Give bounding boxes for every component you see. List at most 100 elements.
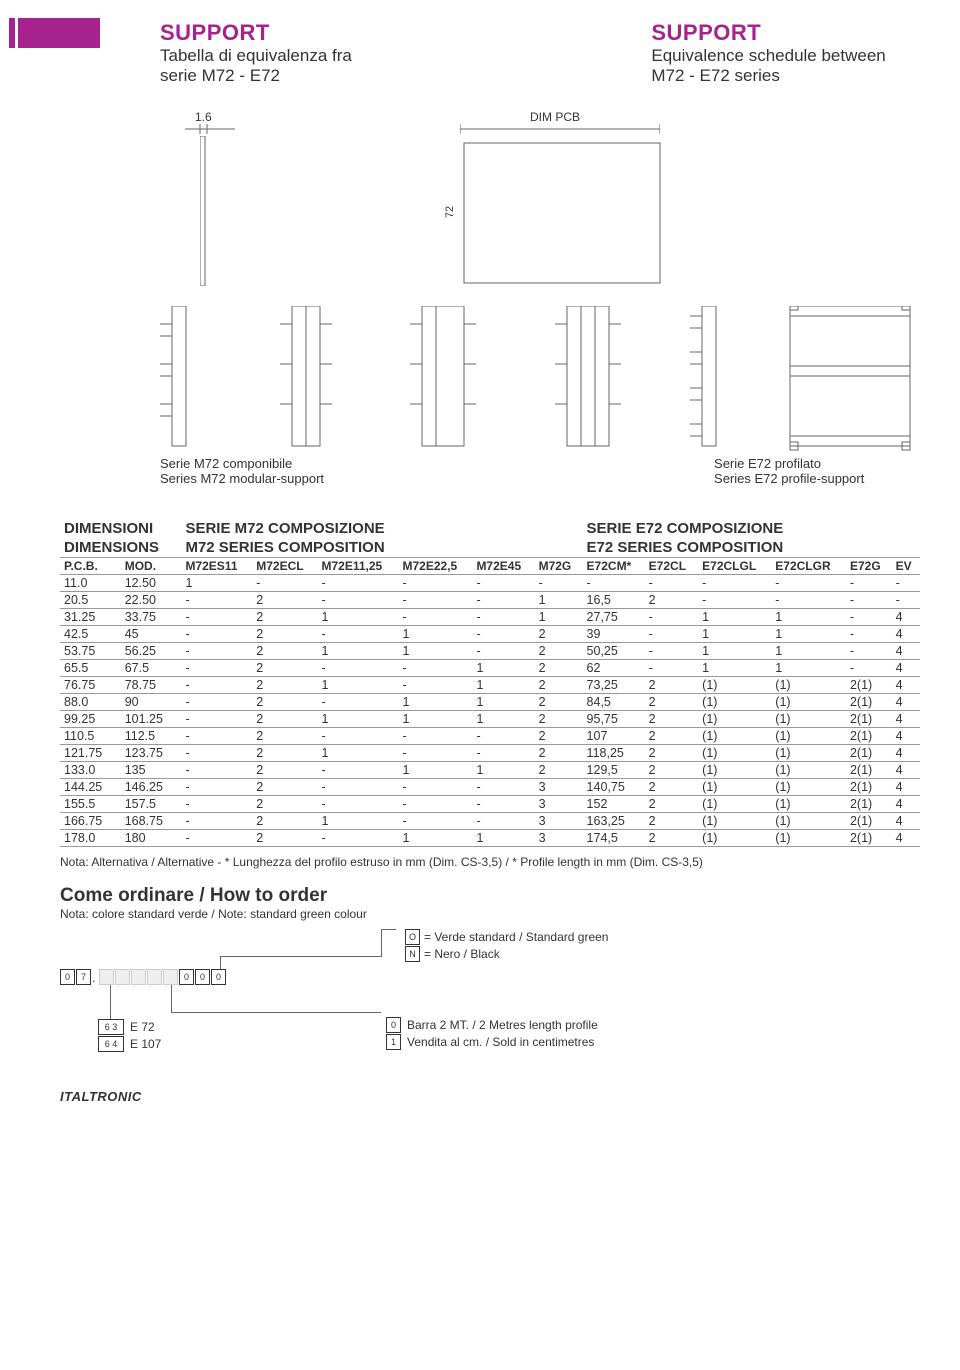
- cell: 2: [645, 677, 698, 694]
- cell: 50,25: [583, 643, 645, 660]
- cell: 2: [252, 796, 317, 813]
- cell: 1: [318, 813, 399, 830]
- cell: -: [472, 592, 534, 609]
- cell: -: [472, 643, 534, 660]
- cell: 4: [892, 626, 920, 643]
- cell: -: [472, 728, 534, 745]
- table-row: 99.25101.25-2111295,752(1)(1)2(1)4: [60, 711, 920, 728]
- cell: -: [181, 660, 252, 677]
- pn-s1: 0: [195, 969, 210, 985]
- cell: -: [892, 592, 920, 609]
- cell: 12.50: [121, 575, 182, 592]
- cell: 1: [318, 711, 399, 728]
- cell: 1: [771, 609, 846, 626]
- col-1: MOD.: [121, 558, 182, 575]
- cell: 129,5: [583, 762, 645, 779]
- cell: 2: [645, 796, 698, 813]
- cell: 4: [892, 711, 920, 728]
- cell: 4: [892, 796, 920, 813]
- table-row: 110.5112.5-2---21072(1)(1)2(1)4: [60, 728, 920, 745]
- cell: 2(1): [846, 728, 892, 745]
- cell: 166.75: [60, 813, 121, 830]
- cell: 1: [698, 609, 771, 626]
- cell: -: [472, 779, 534, 796]
- table-row: 31.2533.75-21--127,75-11-4: [60, 609, 920, 626]
- cell: 2: [645, 694, 698, 711]
- cell: 2(1): [846, 694, 892, 711]
- cell: -: [181, 779, 252, 796]
- cell: 4: [892, 813, 920, 830]
- pn-0: 0: [60, 969, 75, 985]
- cell: 1: [472, 830, 534, 847]
- cell: 88.0: [60, 694, 121, 711]
- cell: 3: [535, 830, 583, 847]
- cell: 2: [535, 660, 583, 677]
- series-left: Serie M72 componibile Series M72 modular…: [160, 456, 324, 486]
- order-diagram: O = Verde standard / Standard green N = …: [60, 939, 920, 1059]
- cell: -: [399, 728, 473, 745]
- cell: 31.25: [60, 609, 121, 626]
- table-row: 76.7578.75-21-1273,252(1)(1)2(1)4: [60, 677, 920, 694]
- table-row: 166.75168.75-21--3163,252(1)(1)2(1)4: [60, 813, 920, 830]
- cell: 1: [399, 643, 473, 660]
- cell: 3: [535, 779, 583, 796]
- cell: 62: [583, 660, 645, 677]
- cell: 2: [645, 779, 698, 796]
- series-right: Serie E72 profilato Series E72 profile-s…: [714, 456, 864, 486]
- cell: 1: [399, 830, 473, 847]
- cell: -: [318, 626, 399, 643]
- cell: (1): [771, 813, 846, 830]
- cell: (1): [698, 830, 771, 847]
- cell: 174,5: [583, 830, 645, 847]
- cell: 101.25: [121, 711, 182, 728]
- cell: 1: [535, 592, 583, 609]
- cell: -: [252, 575, 317, 592]
- cell: 2: [645, 813, 698, 830]
- cell: -: [318, 660, 399, 677]
- cell: 2(1): [846, 796, 892, 813]
- cell: -: [399, 779, 473, 796]
- cell: -: [771, 592, 846, 609]
- cell: (1): [698, 711, 771, 728]
- series-labels: Serie M72 componibile Series M72 modular…: [160, 456, 920, 486]
- cell: 2: [252, 728, 317, 745]
- cell: (1): [698, 728, 771, 745]
- cell: 33.75: [121, 609, 182, 626]
- family-label-0: E 72: [130, 1020, 155, 1034]
- cell: -: [846, 643, 892, 660]
- cell: 76.75: [60, 677, 121, 694]
- header: SUPPORT Tabella di equivalenza fra serie…: [160, 20, 920, 86]
- cell: 45: [121, 626, 182, 643]
- cell: 2: [252, 626, 317, 643]
- cell: -: [472, 575, 534, 592]
- cell: 2: [535, 677, 583, 694]
- cell: 2: [645, 745, 698, 762]
- table-note: Nota: Alternativa / Alternative - * Lung…: [60, 855, 920, 869]
- length-label-0: Barra 2 MT. / 2 Metres length profile: [407, 1018, 598, 1032]
- cell: (1): [698, 779, 771, 796]
- cell: (1): [771, 711, 846, 728]
- series-right-en: Series E72 profile-support: [714, 471, 864, 486]
- cell: (1): [698, 796, 771, 813]
- cell: -: [846, 626, 892, 643]
- cell: 2: [535, 745, 583, 762]
- cell: 56.25: [121, 643, 182, 660]
- cell: (1): [771, 745, 846, 762]
- cell: -: [318, 796, 399, 813]
- cell: 4: [892, 609, 920, 626]
- cell: (1): [698, 745, 771, 762]
- cell: 1: [318, 609, 399, 626]
- cell: 2(1): [846, 711, 892, 728]
- cell: 123.75: [121, 745, 182, 762]
- cell: 2: [252, 813, 317, 830]
- cell: -: [645, 660, 698, 677]
- table-row: 88.090-2-11284,52(1)(1)2(1)4: [60, 694, 920, 711]
- cell: 4: [892, 745, 920, 762]
- technical-drawing: 1.6 DIM PCB 72: [160, 106, 920, 446]
- cell: 67.5: [121, 660, 182, 677]
- cell: 3: [535, 813, 583, 830]
- cell: -: [472, 745, 534, 762]
- cell: -: [472, 813, 534, 830]
- pn-s0: 0: [179, 969, 194, 985]
- cell: 144.25: [60, 779, 121, 796]
